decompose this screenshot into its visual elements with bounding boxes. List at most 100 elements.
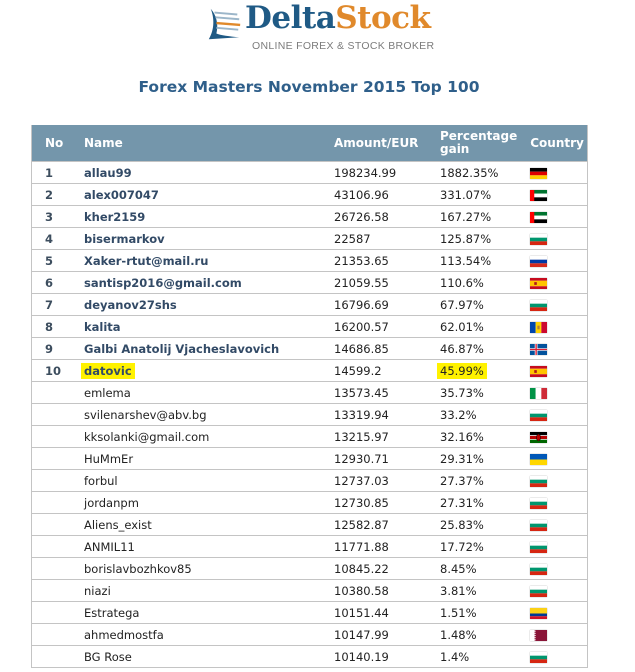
table-row: BG Rose 10140.19 1.4% (31, 645, 589, 668)
flag-bulgaria-icon (530, 651, 548, 663)
trader-name-cell: jordanpm (71, 491, 321, 514)
gain-text: 3.81% (440, 583, 477, 598)
rank-cell: 5 (31, 249, 71, 272)
deltastock-logo[interactable]: DeltaStock ONLINE FOREX & STOCK BROKER (205, 0, 434, 53)
amount-cell: 10151.44 (321, 601, 427, 624)
rank-cell (31, 623, 71, 646)
trader-name-cell: HuMmEr (71, 447, 321, 470)
flag-moldova-icon (530, 321, 548, 333)
country-cell (517, 161, 589, 184)
trader-name-cell: emlema (71, 381, 321, 404)
percentage-gain-cell: 167.27% (427, 205, 518, 228)
country-cell (517, 601, 589, 624)
rank-cell (31, 535, 71, 558)
table-row: 6 santisp2016@gmail.com 21059.55 110.6% (31, 271, 589, 294)
trader-name-cell: BG Rose (71, 645, 321, 668)
table-row: 5 Xaker-rtut@mail.ru 21353.65 113.54% (31, 249, 589, 272)
country-cell (517, 535, 589, 558)
amount-cell: 10845.22 (321, 557, 427, 580)
country-cell (517, 183, 589, 206)
gain-text: 331.07% (440, 187, 492, 202)
table-row: 8 kalita 16200.57 62.01% (31, 315, 589, 338)
rank-cell: 8 (31, 315, 71, 338)
percentage-gain-cell: 35.73% (427, 381, 518, 404)
trader-name-text: HuMmEr (84, 451, 134, 466)
flag-bulgaria-icon (530, 497, 548, 509)
trader-name-text: kksolanki@gmail.com (84, 429, 210, 444)
amount-cell: 21353.65 (321, 249, 427, 272)
trader-name-text: BG Rose (84, 649, 132, 664)
table-row: 7 deyanov27shs 16796.69 67.97% (31, 293, 589, 316)
percentage-gain-cell: 125.87% (427, 227, 518, 250)
trader-name-text: alex007047 (84, 187, 159, 202)
table-row: 2 alex007047 43106.96 331.07% (31, 183, 589, 206)
flag-bulgaria-icon (530, 541, 548, 553)
amount-cell: 14599.2 (321, 359, 427, 382)
amount-cell: 10380.58 (321, 579, 427, 602)
flag-qatar-icon (530, 629, 548, 641)
flag-russia-icon (530, 255, 548, 267)
country-cell (517, 293, 589, 316)
country-cell (517, 579, 589, 602)
gain-text: 125.87% (440, 231, 492, 246)
rank-cell: 7 (31, 293, 71, 316)
gain-text: 167.27% (440, 209, 492, 224)
country-cell (517, 403, 589, 426)
rank-cell: 4 (31, 227, 71, 250)
country-cell (517, 623, 589, 646)
country-cell (517, 645, 589, 668)
percentage-gain-cell: 62.01% (427, 315, 518, 338)
table-row: 10 datovic 14599.2 45.99% (31, 359, 589, 382)
trader-name-cell: borislavbozhkov85 (71, 557, 321, 580)
country-cell (517, 491, 589, 514)
gain-text: 17.72% (440, 539, 484, 554)
flag-uae-icon (530, 189, 548, 201)
country-cell (517, 557, 589, 580)
amount-cell: 22587 (321, 227, 427, 250)
country-cell (517, 359, 589, 382)
column-header-pct-line1: Percentage (440, 129, 518, 143)
highlighted-name: datovic (81, 362, 135, 379)
column-header-name: Name (71, 125, 321, 162)
trader-name-cell: allau99 (71, 161, 321, 184)
gain-text: 32.16% (440, 429, 484, 444)
table-row: kksolanki@gmail.com 13215.97 32.16% (31, 425, 589, 448)
page-title: Forex Masters November 2015 Top 100 (138, 78, 480, 96)
amount-cell: 14686.85 (321, 337, 427, 360)
trader-name-cell: svilenarshev@abv.bg (71, 403, 321, 426)
country-cell (517, 205, 589, 228)
percentage-gain-cell: 33.2% (427, 403, 518, 426)
rank-cell (31, 557, 71, 580)
rank-cell: 1 (31, 161, 71, 184)
trader-name-text: bisermarkov (84, 231, 165, 246)
trader-name-cell: kksolanki@gmail.com (71, 425, 321, 448)
trader-name-cell: alex007047 (71, 183, 321, 206)
gain-text: 1.48% (440, 627, 477, 642)
amount-cell: 13319.94 (321, 403, 427, 426)
table-row: HuMmEr 12930.71 29.31% (31, 447, 589, 470)
country-cell (517, 249, 589, 272)
country-cell (517, 425, 589, 448)
amount-cell: 11771.88 (321, 535, 427, 558)
flag-ukraine-icon (530, 453, 548, 465)
trader-name-cell: ahmedmostfa (71, 623, 321, 646)
trader-name-cell: deyanov27shs (71, 293, 321, 316)
amount-cell: 10140.19 (321, 645, 427, 668)
percentage-gain-cell: 32.16% (427, 425, 518, 448)
trader-name-text: santisp2016@gmail.com (84, 275, 242, 290)
gain-text: 8.45% (440, 561, 477, 576)
amount-cell: 26726.58 (321, 205, 427, 228)
trader-name-text: kalita (84, 319, 121, 334)
rank-cell: 6 (31, 271, 71, 294)
table-row: Estratega 10151.44 1.51% (31, 601, 589, 624)
column-header-country: Country (517, 125, 589, 162)
table-row: emlema 13573.45 35.73% (31, 381, 589, 404)
percentage-gain-cell: 46.87% (427, 337, 518, 360)
percentage-gain-cell: 25.83% (427, 513, 518, 536)
gain-text: 62.01% (440, 319, 484, 334)
country-cell (517, 315, 589, 338)
rank-cell (31, 447, 71, 470)
country-cell (517, 513, 589, 536)
trader-name-text: Aliens_exist (84, 517, 152, 532)
amount-cell: 12730.85 (321, 491, 427, 514)
